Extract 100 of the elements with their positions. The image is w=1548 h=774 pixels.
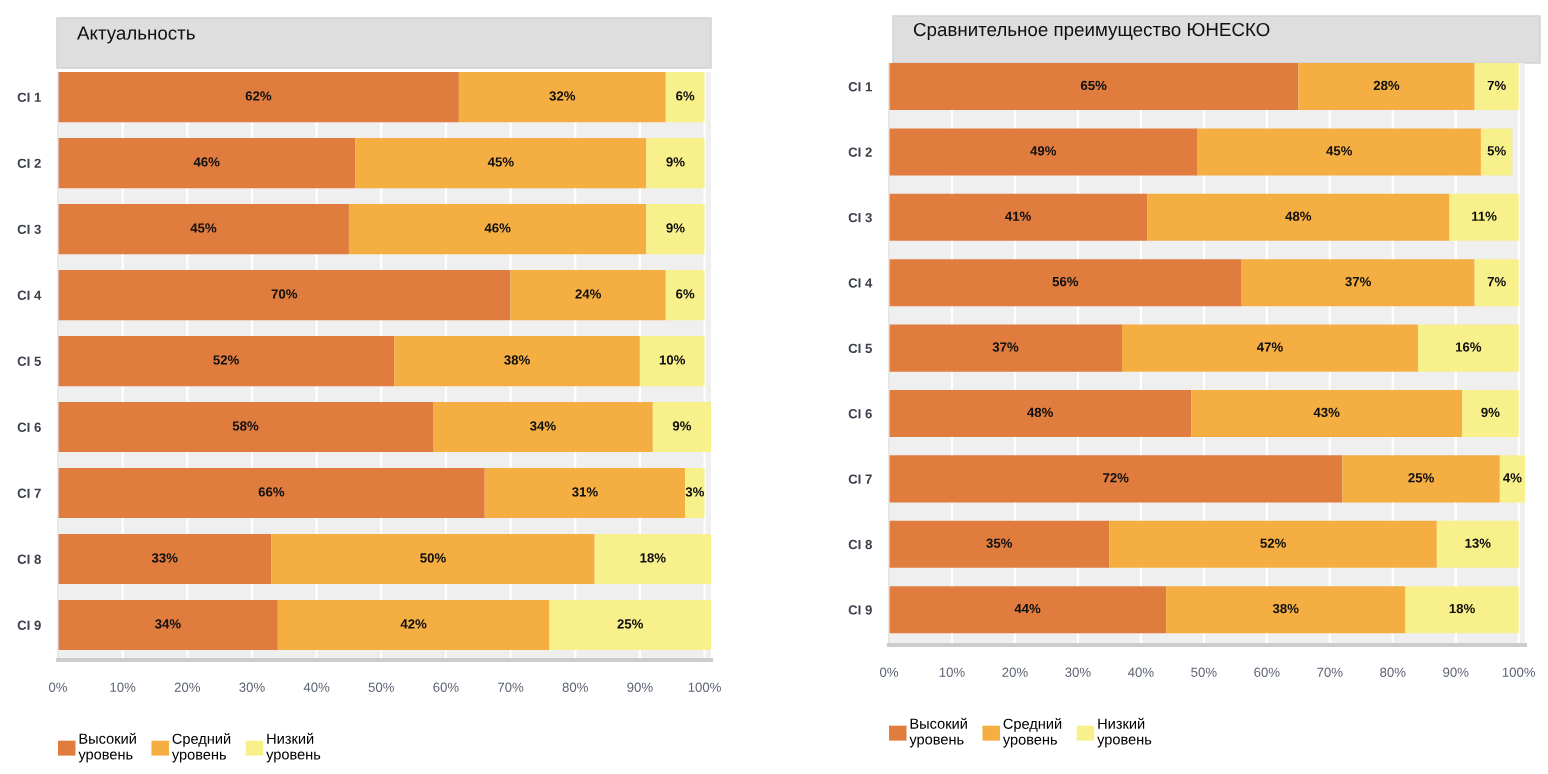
data-label: 50% (420, 553, 446, 563)
data-label: 18% (640, 553, 666, 563)
bar (1121, 324, 1418, 372)
y-tick-label: CI 4 (17, 290, 42, 300)
x-tick-label: 50% (368, 682, 394, 692)
data-label: 72% (1103, 473, 1129, 483)
bar (665, 72, 705, 123)
y-tick-label: CI 1 (848, 82, 872, 92)
bar (394, 335, 640, 387)
x-tick-label: 0% (48, 682, 68, 692)
legend-label: Низкий уровень (1097, 717, 1152, 748)
bar (889, 455, 1343, 503)
bar (1480, 128, 1513, 176)
data-label: 34% (155, 619, 181, 629)
data-label: 70% (271, 289, 298, 299)
x-tick-label: 100% (1502, 667, 1536, 677)
data-label: 65% (1080, 80, 1107, 91)
chart-title: Актуальность (77, 26, 195, 44)
x-tick-label: 20% (174, 682, 201, 692)
bar (58, 467, 485, 519)
data-label: 52% (213, 355, 239, 365)
bar (1147, 193, 1450, 241)
bar (594, 533, 711, 585)
data-label: 52% (1260, 538, 1286, 548)
data-label: 44% (1014, 603, 1041, 614)
x-tick-label: 20% (1002, 667, 1028, 677)
bar (549, 599, 711, 651)
bar (1342, 455, 1500, 503)
x-tick-label: 90% (1443, 667, 1469, 677)
legend-label: Средний уровень (1002, 718, 1062, 748)
y-tick-label: CI 1 (17, 92, 41, 102)
data-label: 38% (504, 355, 530, 365)
bar (58, 533, 272, 585)
x-tick-label: 70% (498, 682, 524, 692)
data-label: 33% (151, 553, 178, 563)
x-tick-label: 40% (303, 682, 330, 692)
data-label: 41% (1005, 211, 1031, 221)
bar (1462, 389, 1519, 438)
bar (646, 203, 705, 255)
data-label: 6% (676, 289, 695, 299)
bar (1405, 586, 1519, 634)
bar (58, 401, 433, 453)
x-tick-label: 10% (939, 667, 965, 677)
data-label: 6% (676, 91, 695, 101)
bar (639, 335, 705, 387)
x-tick-label: 80% (1380, 667, 1406, 677)
data-label: 37% (1345, 276, 1371, 287)
data-label: 9% (666, 157, 685, 167)
bar (271, 533, 595, 585)
bar (1499, 455, 1525, 503)
bar (58, 335, 395, 387)
data-label: 56% (1052, 276, 1079, 287)
data-label: 7% (1487, 80, 1506, 91)
data-label: 34% (530, 421, 556, 431)
bar (1166, 586, 1406, 634)
x-tick-label: 60% (433, 682, 459, 692)
data-label: 45% (190, 223, 217, 233)
x-tick-label: 30% (239, 682, 265, 692)
data-label: 10% (659, 355, 686, 365)
bar (1449, 193, 1519, 241)
y-tick-label: CI 9 (848, 605, 872, 615)
bar (1298, 63, 1475, 111)
bar (646, 137, 705, 189)
data-label: 48% (1027, 407, 1053, 418)
data-label: 48% (1285, 211, 1312, 221)
y-tick-label: CI 2 (848, 147, 872, 157)
bar (665, 269, 705, 321)
bar (889, 324, 1122, 372)
bar (1474, 63, 1519, 111)
y-tick-label: CI 8 (848, 539, 872, 550)
bar (685, 467, 705, 519)
x-tick-label: 0% (879, 667, 899, 677)
data-label: 9% (666, 223, 685, 233)
bar (1109, 520, 1437, 568)
data-label: 43% (1313, 407, 1340, 418)
data-label: 45% (1326, 146, 1353, 156)
data-label: 18% (1449, 603, 1475, 614)
bar (58, 203, 349, 255)
x-tick-label: 70% (1317, 667, 1343, 677)
data-label: 28% (1373, 80, 1400, 91)
bar (889, 389, 1192, 438)
data-label: 4% (1503, 473, 1522, 483)
data-label: 47% (1256, 342, 1283, 352)
bar (652, 401, 711, 453)
bar (1197, 128, 1481, 176)
data-label: 46% (484, 223, 511, 233)
bar (510, 269, 666, 321)
bar (58, 72, 459, 123)
x-tick-label: 40% (1127, 667, 1154, 677)
bar (889, 586, 1167, 634)
y-tick-label: CI 3 (848, 212, 872, 223)
data-label: 49% (1030, 146, 1057, 156)
y-tick-label: CI 3 (17, 224, 41, 234)
y-tick-label: CI 5 (17, 356, 41, 366)
data-label: 38% (1272, 603, 1299, 614)
bar (1436, 520, 1519, 568)
data-label: 31% (572, 487, 598, 497)
data-label: 37% (992, 342, 1019, 352)
bar (889, 259, 1242, 307)
y-tick-label: CI 8 (17, 554, 41, 564)
